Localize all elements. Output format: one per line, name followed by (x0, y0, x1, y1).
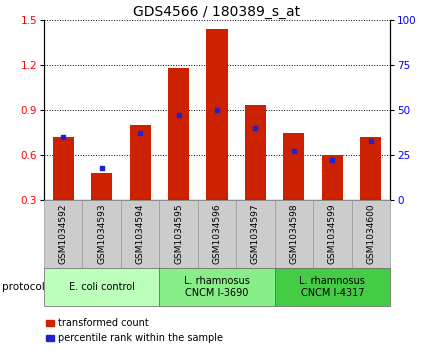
Text: GSM1034593: GSM1034593 (97, 204, 106, 264)
Title: GDS4566 / 180389_s_at: GDS4566 / 180389_s_at (133, 5, 301, 19)
Point (367, 138, 374, 143)
Text: percentile rank within the sample: percentile rank within the sample (59, 333, 224, 343)
Point (252, 125, 259, 131)
Text: protocol: protocol (2, 282, 45, 292)
Point (98, 165, 105, 171)
Bar (53, 137, 74, 200)
Point (329, 158, 336, 163)
Text: GSM1034600: GSM1034600 (366, 204, 375, 264)
Text: E. coli control: E. coli control (69, 282, 135, 292)
Bar (283, 132, 304, 200)
Bar (129, 125, 150, 200)
Text: GSM1034594: GSM1034594 (136, 204, 145, 264)
Text: GSM1034596: GSM1034596 (213, 204, 221, 264)
Point (136, 130, 143, 136)
Point (290, 148, 297, 154)
Text: GSM1034599: GSM1034599 (328, 204, 337, 264)
Point (175, 113, 182, 118)
Bar (322, 155, 343, 200)
Bar (245, 106, 266, 200)
Point (60, 134, 67, 140)
Text: L. rhamnosus
CNCM I-4317: L. rhamnosus CNCM I-4317 (299, 276, 365, 298)
Bar (206, 29, 227, 200)
Text: L. rhamnosus
CNCM I-3690: L. rhamnosus CNCM I-3690 (184, 276, 250, 298)
Bar (91, 173, 112, 200)
Bar (168, 68, 189, 200)
Text: GSM1034595: GSM1034595 (174, 204, 183, 264)
Text: GSM1034597: GSM1034597 (251, 204, 260, 264)
Bar (360, 137, 381, 200)
Point (213, 107, 220, 113)
Text: GSM1034592: GSM1034592 (59, 204, 68, 264)
Text: GSM1034598: GSM1034598 (290, 204, 298, 264)
Text: transformed count: transformed count (59, 318, 149, 328)
